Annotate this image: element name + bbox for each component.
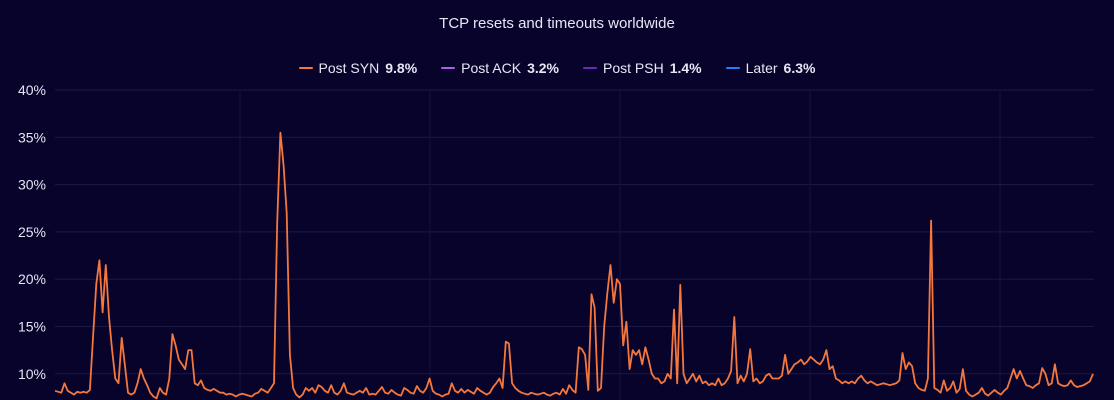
y-tick-label: 15%	[18, 319, 46, 335]
y-tick-label: 10%	[18, 366, 46, 382]
legend-item-post-psh[interactable]: Post PSH 1.4%	[583, 60, 702, 76]
legend-swatch-post-ack	[441, 67, 456, 69]
y-tick-label: 20%	[18, 271, 46, 287]
legend-swatch-post-syn	[298, 67, 313, 69]
legend-label-later: Later	[745, 60, 778, 76]
legend-value-later: 6.3%	[783, 60, 816, 76]
legend-value-post-syn: 9.8%	[385, 60, 418, 76]
y-tick-label: 35%	[18, 129, 46, 145]
legend-swatch-post-psh	[583, 67, 597, 69]
chart-legend: Post SYN 9.8% Post ACK 3.2% Post PSH 1.4…	[0, 60, 1114, 76]
y-axis: 40% 35% 30% 25% 20% 15% 10%	[18, 82, 46, 382]
legend-label-post-syn: Post SYN	[318, 60, 380, 76]
legend-item-post-ack[interactable]: Post ACK 3.2%	[441, 60, 559, 76]
legend-value-post-psh: 1.4%	[669, 60, 702, 76]
y-tick-label: 40%	[18, 82, 46, 98]
legend-item-later[interactable]: Later 6.3%	[725, 60, 816, 76]
y-tick-label: 30%	[18, 177, 46, 193]
chart-lines	[54, 131, 1094, 400]
legend-label-post-psh: Post PSH	[603, 60, 664, 76]
chart-grid	[55, 89, 1094, 400]
legend-label-post-ack: Post ACK	[461, 60, 522, 76]
chart-title: TCP resets and timeouts worldwide	[439, 15, 675, 32]
y-tick-label: 25%	[18, 224, 46, 240]
legend-value-post-ack: 3.2%	[527, 60, 559, 76]
series-line-post-syn[interactable]	[54, 131, 1094, 400]
legend-item-post-syn[interactable]: Post SYN 9.8%	[298, 60, 418, 76]
legend-swatch-later	[725, 67, 740, 69]
